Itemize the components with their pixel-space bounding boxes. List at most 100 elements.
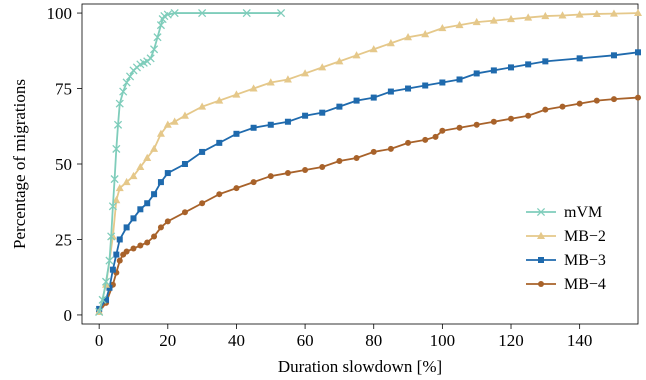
data-point bbox=[525, 61, 532, 68]
series-mb-4 bbox=[96, 94, 641, 315]
legend-item: mVM bbox=[526, 204, 602, 221]
legend-label: mVM bbox=[564, 204, 602, 221]
data-point bbox=[353, 97, 360, 104]
data-point bbox=[250, 124, 257, 131]
data-point bbox=[180, 111, 189, 119]
x-axis: 0 20 40 60 80 100 120 140 bbox=[95, 324, 592, 350]
data-point bbox=[405, 85, 412, 92]
data-point bbox=[110, 175, 119, 184]
x-tick-label: 60 bbox=[297, 331, 314, 350]
data-point bbox=[634, 8, 642, 17]
data-point bbox=[163, 120, 172, 128]
data-point bbox=[352, 51, 361, 59]
data-point bbox=[122, 177, 131, 186]
data-point bbox=[199, 200, 206, 207]
y-axis: 0 25 50 75 100 bbox=[47, 4, 82, 325]
data-point bbox=[119, 87, 128, 96]
data-point bbox=[284, 170, 291, 177]
data-point bbox=[576, 100, 583, 107]
data-point bbox=[112, 144, 121, 153]
data-point bbox=[107, 232, 116, 241]
data-point bbox=[157, 224, 164, 231]
data-point bbox=[123, 224, 130, 231]
data-point bbox=[115, 99, 124, 108]
data-point bbox=[558, 11, 567, 19]
data-point bbox=[489, 16, 498, 24]
x-tick-label: 0 bbox=[95, 331, 104, 350]
data-point bbox=[635, 49, 641, 56]
data-point bbox=[98, 295, 107, 304]
data-point bbox=[113, 120, 123, 129]
data-point bbox=[335, 57, 344, 65]
data-point bbox=[157, 179, 164, 186]
data-point bbox=[610, 52, 617, 59]
x-tick-label: 140 bbox=[567, 331, 593, 350]
data-point bbox=[353, 154, 360, 161]
data-point bbox=[284, 118, 291, 125]
data-point bbox=[609, 9, 618, 17]
data-point bbox=[181, 161, 188, 167]
y-tick-label: 50 bbox=[55, 155, 72, 174]
data-point bbox=[576, 55, 583, 62]
data-point bbox=[170, 8, 179, 18]
data-point bbox=[115, 183, 124, 192]
data-point bbox=[559, 103, 566, 110]
series-layer bbox=[95, 8, 642, 316]
data-point bbox=[108, 202, 117, 211]
data-point bbox=[439, 79, 446, 86]
data-point bbox=[136, 162, 145, 171]
data-point bbox=[319, 164, 326, 171]
data-point bbox=[422, 136, 429, 143]
data-point bbox=[542, 106, 549, 113]
data-point bbox=[116, 257, 123, 264]
series-mb-2 bbox=[95, 8, 642, 315]
data-point bbox=[542, 58, 549, 65]
data-point bbox=[490, 118, 497, 125]
data-point bbox=[301, 69, 310, 77]
y-tick-label: 100 bbox=[47, 4, 73, 23]
x-axis-label: Duration slowdown [%] bbox=[278, 357, 442, 376]
legend-marker bbox=[536, 207, 546, 217]
data-point bbox=[163, 10, 172, 19]
series-line-mb-2 bbox=[98, 12, 639, 313]
data-point bbox=[109, 266, 116, 273]
data-point bbox=[267, 173, 274, 180]
data-point bbox=[153, 33, 162, 42]
data-point bbox=[277, 8, 286, 18]
data-point bbox=[336, 103, 343, 110]
data-point bbox=[336, 157, 343, 164]
data-point bbox=[242, 8, 251, 18]
data-point bbox=[150, 45, 159, 54]
data-point bbox=[150, 144, 159, 152]
data-point bbox=[432, 133, 439, 140]
data-point bbox=[156, 129, 165, 137]
data-point bbox=[130, 245, 137, 252]
data-point bbox=[370, 94, 377, 101]
data-point bbox=[473, 70, 480, 77]
series-mvm bbox=[95, 8, 286, 316]
data-point bbox=[156, 21, 165, 30]
series-line-mvm bbox=[98, 12, 282, 313]
data-point bbox=[164, 218, 171, 225]
data-point bbox=[318, 63, 327, 71]
data-point bbox=[146, 54, 155, 63]
data-point bbox=[405, 139, 412, 146]
data-point bbox=[386, 39, 395, 47]
data-point bbox=[473, 121, 480, 128]
data-point bbox=[105, 256, 114, 265]
data-point bbox=[249, 84, 258, 92]
data-point bbox=[541, 11, 550, 20]
data-point bbox=[106, 284, 113, 291]
data-point bbox=[199, 148, 206, 155]
data-point bbox=[456, 124, 463, 131]
y-tick-label: 0 bbox=[64, 306, 73, 325]
data-point bbox=[144, 200, 151, 207]
legend-item: MB−3 bbox=[526, 252, 606, 269]
series-mb-3 bbox=[96, 49, 641, 312]
data-point bbox=[216, 191, 223, 198]
legend: mVM MB−2 MB−3 MB−4 bbox=[526, 204, 606, 293]
data-point bbox=[267, 121, 274, 128]
data-point bbox=[164, 170, 171, 177]
data-point bbox=[198, 8, 207, 18]
data-point bbox=[266, 78, 275, 86]
